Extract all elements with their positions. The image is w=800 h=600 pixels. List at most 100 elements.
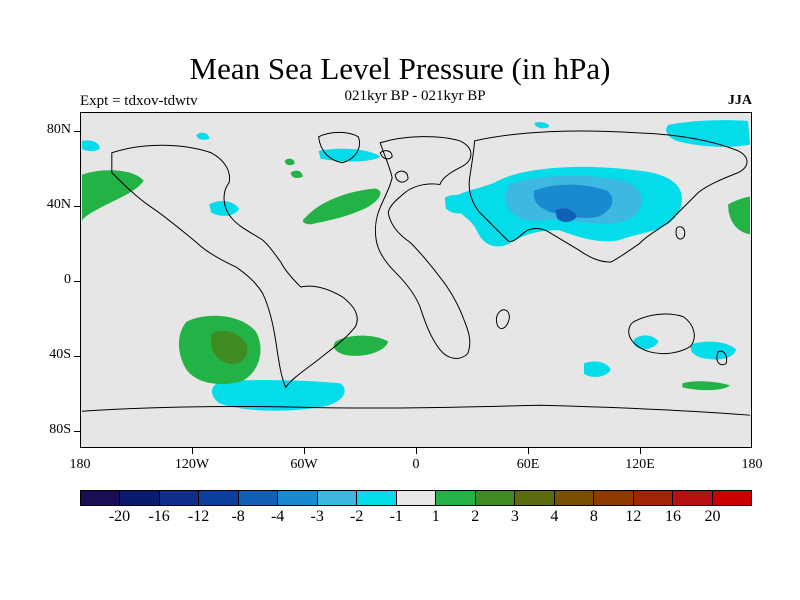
colorbar-label: 20 bbox=[704, 508, 721, 525]
colorbar-label: -3 bbox=[310, 508, 324, 525]
colorbar-swatch bbox=[673, 491, 713, 505]
y-tick-mark bbox=[74, 431, 80, 432]
x-tick-label: 180 bbox=[741, 457, 763, 472]
colorbar-swatch bbox=[475, 491, 516, 505]
atlantic-small-low bbox=[209, 200, 240, 216]
y-tick-mark bbox=[74, 206, 80, 207]
indian-ocean-low bbox=[583, 361, 611, 377]
colorbar-label: -2 bbox=[350, 508, 364, 525]
contour-minus-3 bbox=[533, 184, 613, 219]
southern-ocean-low bbox=[211, 380, 345, 411]
north-pacific-high bbox=[82, 170, 144, 223]
mediterranean-low bbox=[444, 194, 472, 214]
experiment-label: Expt = tdxov-tdwtv bbox=[80, 93, 198, 109]
x-tick-mark bbox=[640, 448, 641, 454]
contour-minus-4 bbox=[555, 208, 578, 222]
colorbar-swatch bbox=[594, 491, 634, 505]
tasman-high bbox=[682, 381, 731, 391]
x-tick-label: 60E bbox=[516, 457, 540, 472]
greenland-coast bbox=[318, 131, 360, 164]
contour-plus-2 bbox=[210, 330, 248, 364]
colorbar-label: -4 bbox=[270, 508, 285, 525]
asia-low-inner bbox=[533, 184, 613, 219]
colorbar-swatch bbox=[278, 491, 318, 505]
x-tick-label: 0 bbox=[412, 457, 420, 472]
asia-coast bbox=[468, 130, 748, 263]
australia-west-low bbox=[633, 335, 659, 350]
colorbar-label: 12 bbox=[625, 508, 642, 525]
y-tick-label: 0 bbox=[64, 272, 71, 287]
colorbar-label: -8 bbox=[231, 508, 245, 525]
x-tick-mark bbox=[416, 448, 417, 454]
y-tick-mark bbox=[74, 356, 80, 357]
map-title: Mean Sea Level Pressure (in hPa) bbox=[189, 51, 611, 86]
south-pacific-high-core bbox=[210, 330, 248, 364]
australia-south-low bbox=[690, 341, 737, 360]
small-high-2 bbox=[284, 158, 295, 166]
season-label: JJA bbox=[727, 93, 752, 108]
colorbar-swatch bbox=[396, 491, 437, 505]
north-pacific-high-east bbox=[728, 196, 750, 235]
colorbar-swatch bbox=[159, 491, 200, 505]
x-tick-label: 180 bbox=[69, 457, 91, 472]
small-high-1 bbox=[290, 170, 303, 179]
y-tick-label: 80S bbox=[49, 422, 71, 437]
new-zealand-coast bbox=[716, 350, 728, 366]
greenland-low bbox=[318, 148, 381, 162]
y-tick-label: 80N bbox=[46, 122, 71, 137]
x-tick-label: 60W bbox=[290, 457, 318, 472]
colorbar-label: 4 bbox=[550, 508, 559, 525]
colorbar-swatch bbox=[357, 491, 397, 505]
y-tick-label: 40N bbox=[46, 197, 71, 212]
colorbar-swatch bbox=[712, 491, 751, 505]
south-atlantic-high bbox=[333, 335, 389, 356]
x-tick-label: 120E bbox=[625, 457, 655, 472]
period-label: 021kyr BP - 021kyr BP bbox=[344, 88, 486, 104]
contour-minus-1 bbox=[82, 120, 750, 411]
australia-coast bbox=[628, 313, 695, 355]
colorbar-label: -1 bbox=[389, 508, 403, 525]
colorbar-label: -20 bbox=[108, 508, 131, 525]
antarctica-coast bbox=[81, 404, 751, 416]
north-atlantic-high bbox=[302, 188, 381, 225]
arctic-small-low bbox=[534, 122, 550, 129]
colorbar-swatch bbox=[120, 491, 160, 505]
colorbar-swatch bbox=[436, 491, 476, 505]
madagascar-coast bbox=[495, 309, 510, 329]
colorbar-label: 3 bbox=[510, 508, 519, 525]
japan-coast bbox=[675, 226, 686, 240]
colorbar-swatch bbox=[554, 491, 595, 505]
colorbar bbox=[80, 490, 752, 506]
colorbar-label: -12 bbox=[187, 508, 210, 525]
colorbar-label: 1 bbox=[431, 508, 440, 525]
arctic-low-east bbox=[666, 120, 750, 147]
colorbar-label: 8 bbox=[589, 508, 598, 525]
colorbar-swatch bbox=[238, 491, 279, 505]
coastlines bbox=[81, 130, 751, 416]
x-tick-mark bbox=[528, 448, 529, 454]
y-tick-mark bbox=[74, 281, 80, 282]
x-tick-mark bbox=[304, 448, 305, 454]
pacific-edge-low bbox=[82, 140, 100, 152]
colorbar-swatch bbox=[633, 491, 674, 505]
iceland-coast bbox=[379, 150, 393, 160]
x-tick-label: 120W bbox=[174, 457, 210, 472]
americas-coast bbox=[111, 144, 358, 389]
colorbar-label: 16 bbox=[664, 508, 681, 525]
y-tick-mark bbox=[74, 131, 80, 132]
colorbar-swatch bbox=[317, 491, 358, 505]
map-canvas bbox=[81, 120, 751, 416]
tibet-low-core bbox=[555, 208, 578, 222]
x-tick-mark bbox=[192, 448, 193, 454]
map-panel bbox=[80, 112, 752, 448]
contour-plus-1 bbox=[82, 158, 750, 391]
colorbar-label: -16 bbox=[148, 508, 170, 525]
colorbar-swatch bbox=[515, 491, 555, 505]
colorbar-swatch bbox=[81, 491, 121, 505]
y-tick-label: 40S bbox=[49, 347, 71, 362]
europe-africa-coast bbox=[374, 136, 472, 359]
british-isles-coast bbox=[394, 170, 409, 183]
colorbar-label: 2 bbox=[471, 508, 480, 525]
arctic-small-low-2 bbox=[196, 132, 210, 140]
colorbar-swatch bbox=[199, 491, 239, 505]
